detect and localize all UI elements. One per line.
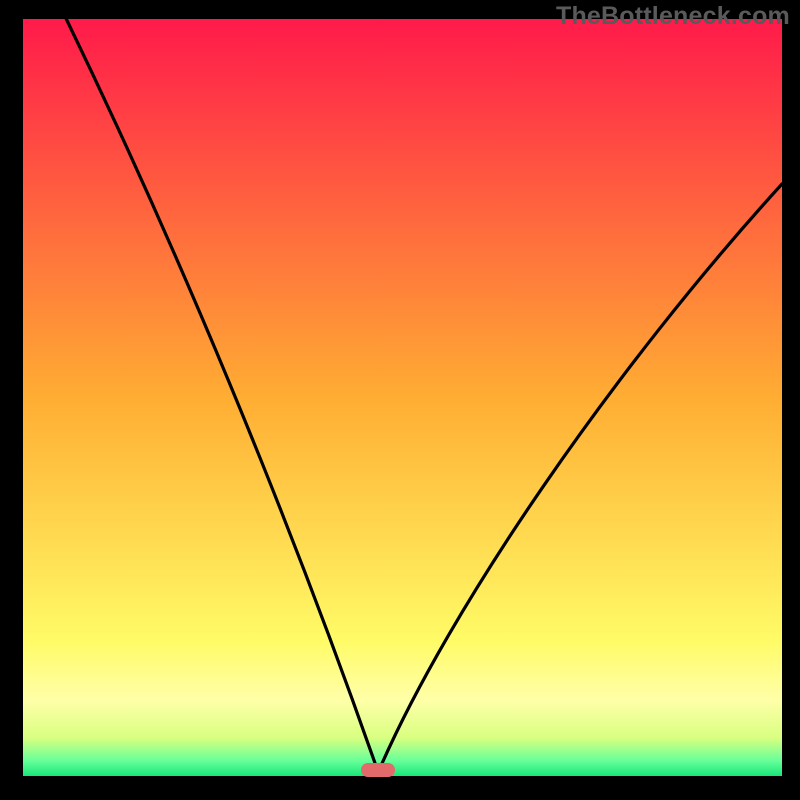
outer-frame: TheBottleneck.com [0, 0, 800, 800]
watermark-text: TheBottleneck.com [556, 2, 790, 31]
plot-area [23, 19, 782, 776]
minimum-marker [361, 763, 395, 777]
curve-path [66, 19, 782, 772]
bottleneck-curve [23, 19, 782, 776]
